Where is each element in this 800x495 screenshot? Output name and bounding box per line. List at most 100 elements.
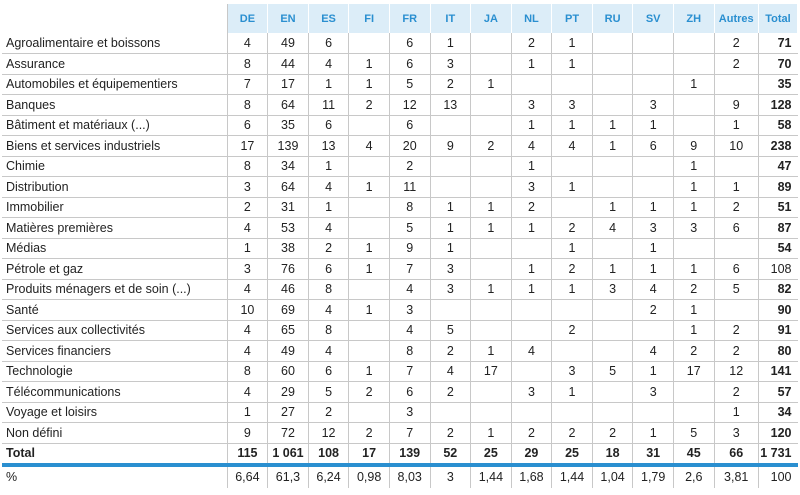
value-cell <box>348 197 390 218</box>
value-cell <box>430 115 472 136</box>
table-row: Biens et services industriels 17 139 13 4 20 9… <box>2 135 798 157</box>
value-cell: 1 <box>551 238 593 259</box>
value-cell: 4 <box>511 135 553 157</box>
column-header-fi: FI <box>348 4 390 33</box>
value-cell: 7 <box>389 258 431 280</box>
value-cell: 1 <box>632 422 674 444</box>
value-cell <box>470 238 512 259</box>
value-cell: 1 <box>348 258 390 280</box>
value-cell: 8 <box>227 53 269 75</box>
value-cell: 34 <box>267 156 309 177</box>
value-cell: 2 <box>511 422 553 444</box>
table-row: Services aux collectivités 4 65 8 4 5 2 1 2 91 <box>2 320 798 341</box>
value-cell <box>470 381 512 403</box>
value-cell: 1 <box>348 53 390 75</box>
value-cell: 5 <box>592 361 634 382</box>
value-cell <box>430 402 472 423</box>
value-cell <box>511 299 553 321</box>
row-label: Banques <box>2 94 228 116</box>
value-cell <box>632 74 674 95</box>
value-cell: 7 <box>389 422 431 444</box>
value-cell: 61,3 <box>267 464 309 488</box>
row-total-cell: 87 <box>758 217 798 239</box>
value-cell: 35 <box>267 115 309 136</box>
value-cell: 7 <box>227 74 269 95</box>
value-cell: 2 <box>551 258 593 280</box>
table-row: Non défini 9 72 12 2 7 2 1 2 2 2 1 5 3 120 <box>2 422 798 444</box>
value-cell: 1 <box>673 258 715 280</box>
value-cell: 69 <box>267 299 309 321</box>
value-cell: 10 <box>714 135 759 157</box>
value-cell <box>511 238 553 259</box>
value-cell <box>430 156 472 177</box>
value-cell: 2 <box>592 422 634 444</box>
value-cell: 2 <box>227 197 269 218</box>
column-header-fr: FR <box>389 4 431 33</box>
table-row: Services financiers 4 49 4 8 2 1 4 4 2 2 80 <box>2 340 798 362</box>
value-cell: 139 <box>267 135 309 157</box>
value-cell: 27 <box>267 402 309 423</box>
value-cell: 2 <box>714 33 759 54</box>
value-cell: 53 <box>267 217 309 239</box>
value-cell: 4 <box>227 340 269 362</box>
table-row: Agroalimentaire et boissons 4 49 6 6 1 2 1 2 71 <box>2 33 798 54</box>
value-cell: 3 <box>632 381 674 403</box>
value-cell: 6 <box>308 361 350 382</box>
value-cell: 9 <box>389 238 431 259</box>
value-cell: 45 <box>673 443 715 467</box>
value-cell <box>592 94 634 116</box>
value-cell: 1 <box>714 176 759 198</box>
value-cell: 17 <box>470 361 512 382</box>
value-cell: 8 <box>227 94 269 116</box>
value-cell: 1 <box>673 320 715 341</box>
value-cell: 1,44 <box>470 464 512 488</box>
row-total-cell: 54 <box>758 238 798 259</box>
value-cell: 1 <box>632 115 674 136</box>
value-cell <box>430 299 472 321</box>
row-label: Agroalimentaire et boissons <box>2 33 228 54</box>
column-header-zh: ZH <box>673 4 715 33</box>
value-cell: 1 <box>551 53 593 75</box>
value-cell: 1 <box>551 279 593 300</box>
value-cell <box>348 156 390 177</box>
value-cell: 8,03 <box>389 464 431 488</box>
table-row: Santé 10 69 4 1 3 2 1 90 <box>2 299 798 321</box>
value-cell: 0,98 <box>348 464 390 488</box>
value-cell: 5 <box>308 381 350 403</box>
value-cell: 3 <box>511 381 553 403</box>
value-cell <box>714 74 759 95</box>
value-cell: 2 <box>673 340 715 362</box>
row-total-cell: 51 <box>758 197 798 218</box>
value-cell: 5 <box>673 422 715 444</box>
row-total-cell: 141 <box>758 361 798 382</box>
row-label: Distribution <box>2 176 228 198</box>
value-cell: 1 <box>511 217 553 239</box>
row-total-cell: 58 <box>758 115 798 136</box>
value-cell: 1 <box>551 33 593 54</box>
table-row: Technologie 8 60 6 1 7 4 17 3 5 1 17 12 141 <box>2 361 798 382</box>
row-label: Biens et services industriels <box>2 135 228 157</box>
value-cell: 6 <box>389 53 431 75</box>
value-cell: 2 <box>470 135 512 157</box>
value-cell: 12 <box>714 361 759 382</box>
value-cell <box>592 381 634 403</box>
value-cell: 1 <box>551 381 593 403</box>
value-cell: 6,24 <box>308 464 350 488</box>
value-cell: 2 <box>348 381 390 403</box>
value-cell <box>470 115 512 136</box>
value-cell <box>470 33 512 54</box>
value-cell: 1 <box>673 74 715 95</box>
value-cell: 4 <box>308 340 350 362</box>
column-header-pt: PT <box>551 4 593 33</box>
value-cell: 1 <box>673 197 715 218</box>
value-cell: 1 <box>632 238 674 259</box>
value-cell: 60 <box>267 361 309 382</box>
value-cell: 3 <box>511 176 553 198</box>
value-cell <box>714 299 759 321</box>
value-cell <box>551 74 593 95</box>
value-cell <box>348 115 390 136</box>
value-cell: 72 <box>267 422 309 444</box>
value-cell <box>673 94 715 116</box>
value-cell: 3 <box>632 217 674 239</box>
value-cell <box>673 238 715 259</box>
